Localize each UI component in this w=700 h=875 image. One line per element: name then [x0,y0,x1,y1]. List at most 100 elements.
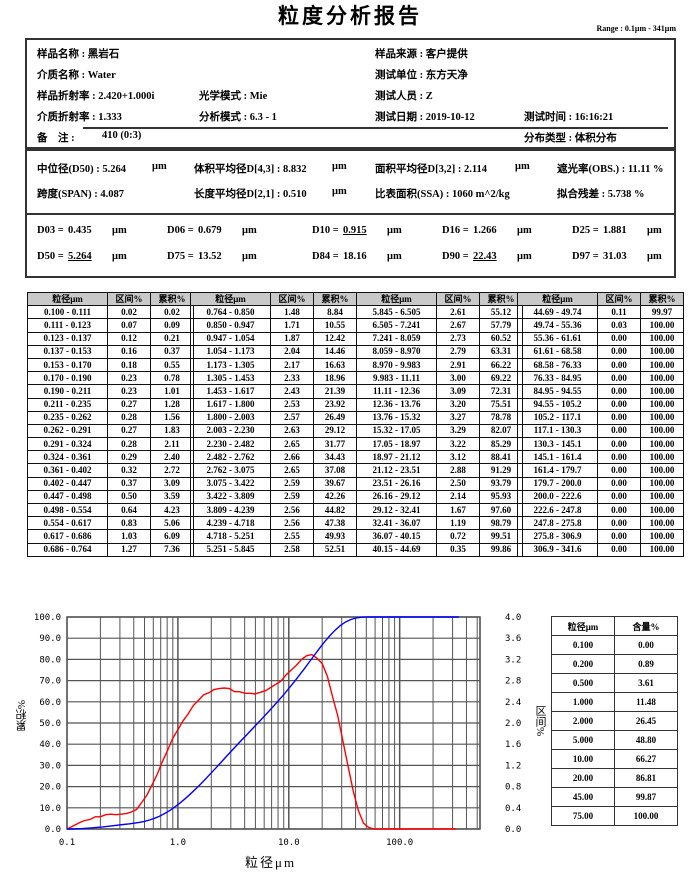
table-cell: 0.00 [597,437,641,452]
y2-tick-label: 1.6 [505,740,521,750]
y-tick-label: 100.0 [34,613,61,623]
column-header: 粒径μm [27,291,108,307]
sample-source: 样品来源 : 客户提供 [375,49,468,60]
table-cell: 1.453 - 1.617 [190,384,271,399]
distribution-type: 分布类型 : 体积分布 [524,133,617,144]
table-cell: 0.27 [107,423,151,439]
table-row: 2.230 - 2.482 2.65 31.77 [190,437,357,452]
table-row: 247.8 - 275.8 0.00 100.00 [517,516,684,531]
table-cell: 2.65 [270,437,314,452]
table-cell: 18.96 [313,371,357,386]
percentile-label: D50 = [37,251,64,262]
table-cell: 2.66 [270,450,314,465]
table-cell: 0.03 [597,318,641,333]
table-cell: 0.89 [614,654,678,674]
table-cell: 2.91 [436,357,480,373]
table-cell: 1.03 [107,529,151,544]
table-row: 306.9 - 341.6 0.00 100.00 [517,542,684,557]
table-cell: 161.4 - 179.7 [517,463,598,478]
table-row: 1.617 - 1.800 2.53 23.92 [190,397,357,412]
table-cell: 0.78 [150,371,194,386]
table-row: 0.498 - 0.554 0.64 4.23 [27,502,194,518]
table-row: 0.291 - 0.324 0.28 2.11 [27,437,194,452]
unit: μm [332,161,347,172]
table-cell: 100.00 [640,463,684,478]
table-cell: 0.00 [597,384,641,399]
unit: μm [152,161,167,172]
table-cell: 23.92 [313,397,357,412]
table-row: 0.764 - 0.850 1.48 8.84 [190,305,357,320]
table-cell: 0.55 [150,357,194,373]
table-cell: 49.74 - 55.36 [517,318,598,333]
table-cell: 0.64 [107,502,151,518]
table-cell: 0.00 [597,357,641,373]
table-row: 1.305 - 1.453 2.33 18.96 [190,371,357,386]
table-cell: 2.14 [436,489,480,505]
x-tick-label: 100.0 [386,838,413,848]
table-cell: 0.35 [436,542,480,557]
table-cell: 2.33 [270,371,314,386]
table-cell: 1.67 [436,502,480,518]
table-row: 117.1 - 130.3 0.00 100.00 [517,423,684,439]
table-cell: 75.00 [551,806,615,826]
table-row: 5.251 - 5.845 2.58 52.51 [190,542,357,557]
percentile-value: 1.881 [603,225,627,236]
table-cell: 0.324 - 0.361 [27,450,108,465]
table-cell: 21.12 - 23.51 [356,463,437,478]
table-row: 0.402 - 0.447 0.37 3.09 [27,476,194,491]
table-row: 13.76 - 15.32 3.27 78.78 [356,410,523,425]
obscuration: 遮光率(OBS.) : 11.11 % [557,164,664,175]
table-cell: 0.28 [107,410,151,425]
table-cell: 0.12 [107,331,151,346]
table-cell: 0.00 [597,344,641,359]
table-cell: 9.983 - 11.11 [356,371,437,386]
percentile-label: D97 = [572,251,599,262]
percentile-value: 13.52 [198,251,222,262]
sample-info-panel: 样品名称 : 黑岩石 介质名称 : Water 样品折射率 : 2.420+1.… [25,38,676,149]
table-cell: 2.762 - 3.075 [190,463,271,478]
table-cell: 0.947 - 1.054 [190,331,271,346]
table-cell: 86.81 [614,768,678,788]
table-cell: 0.00 [614,635,678,655]
table-cell: 2.59 [270,476,314,491]
statistics-panel: 中位径(D50) : 5.264 μm 体积平均径D[4,3] : 8.832 … [25,149,676,278]
remark-divider [83,127,668,129]
table-row: 0.111 - 0.123 0.07 0.09 [27,318,194,333]
median-d50: 中位径(D50) : 5.264 [37,164,126,175]
table-cell: 105.2 - 117.1 [517,410,598,425]
percentile-label: D03 = [37,225,64,236]
table-cell: 0.83 [107,516,151,531]
table-cell: 1.054 - 1.173 [190,344,271,359]
table-cell: 0.00 [597,502,641,518]
table-cell: 0.211 - 0.235 [27,397,108,412]
table-cell: 0.09 [150,318,194,333]
table-cell: 2.56 [270,502,314,518]
table-cell: 2.000 [551,711,615,731]
table-cell: 11.11 - 12.36 [356,384,437,399]
table-cell: 26.45 [614,711,678,731]
table-cell: 7.36 [150,542,194,557]
table-cell: 0.235 - 0.262 [27,410,108,425]
sample-name: 样品名称 : 黑岩石 [37,49,120,60]
unit: μm [112,251,127,262]
table-cell: 17.05 - 18.97 [356,437,437,452]
table-cell: 2.53 [270,397,314,412]
y-tick-label: 10.0 [39,804,61,814]
table-row: 20.00 86.81 [551,768,678,788]
percentile-value: 0.435 [68,225,92,236]
table-cell: 37.08 [313,463,357,478]
table-row: 0.500 3.61 [551,673,678,693]
table-cell: 100.00 [640,423,684,439]
table-row: 2.762 - 3.075 2.65 37.08 [190,463,357,478]
table-cell: 6.505 - 7.241 [356,318,437,333]
table-cell: 130.3 - 145.1 [517,437,598,452]
table-cell: 0.500 [551,673,615,693]
analysis-mode: 分析模式 : 6.3 - 1 [199,112,277,123]
column-header: 含量% [614,616,678,636]
table-cell: 1.305 - 1.453 [190,371,271,386]
table-header-row: 粒径μm 区间% 累积% [190,291,357,307]
table-cell: 48.80 [614,730,678,750]
y2-tick-label: 0.8 [505,783,521,793]
table-row: 32.41 - 36.07 1.19 98.79 [356,516,523,531]
table-cell: 0.23 [107,384,151,399]
